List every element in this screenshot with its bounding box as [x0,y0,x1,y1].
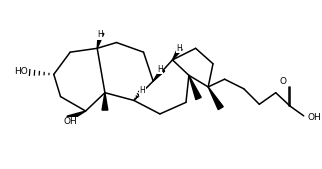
Text: OH: OH [308,113,321,122]
Text: H: H [157,65,163,74]
Polygon shape [102,93,108,110]
Text: O: O [280,77,287,86]
Polygon shape [208,87,223,110]
Polygon shape [67,111,86,121]
Text: H: H [176,44,182,53]
Polygon shape [153,68,165,81]
Text: H: H [97,30,103,39]
Polygon shape [97,32,104,48]
Text: OH: OH [63,117,77,126]
Polygon shape [189,75,201,100]
Polygon shape [173,47,182,60]
Text: HO: HO [14,67,28,76]
Text: H: H [140,86,146,95]
